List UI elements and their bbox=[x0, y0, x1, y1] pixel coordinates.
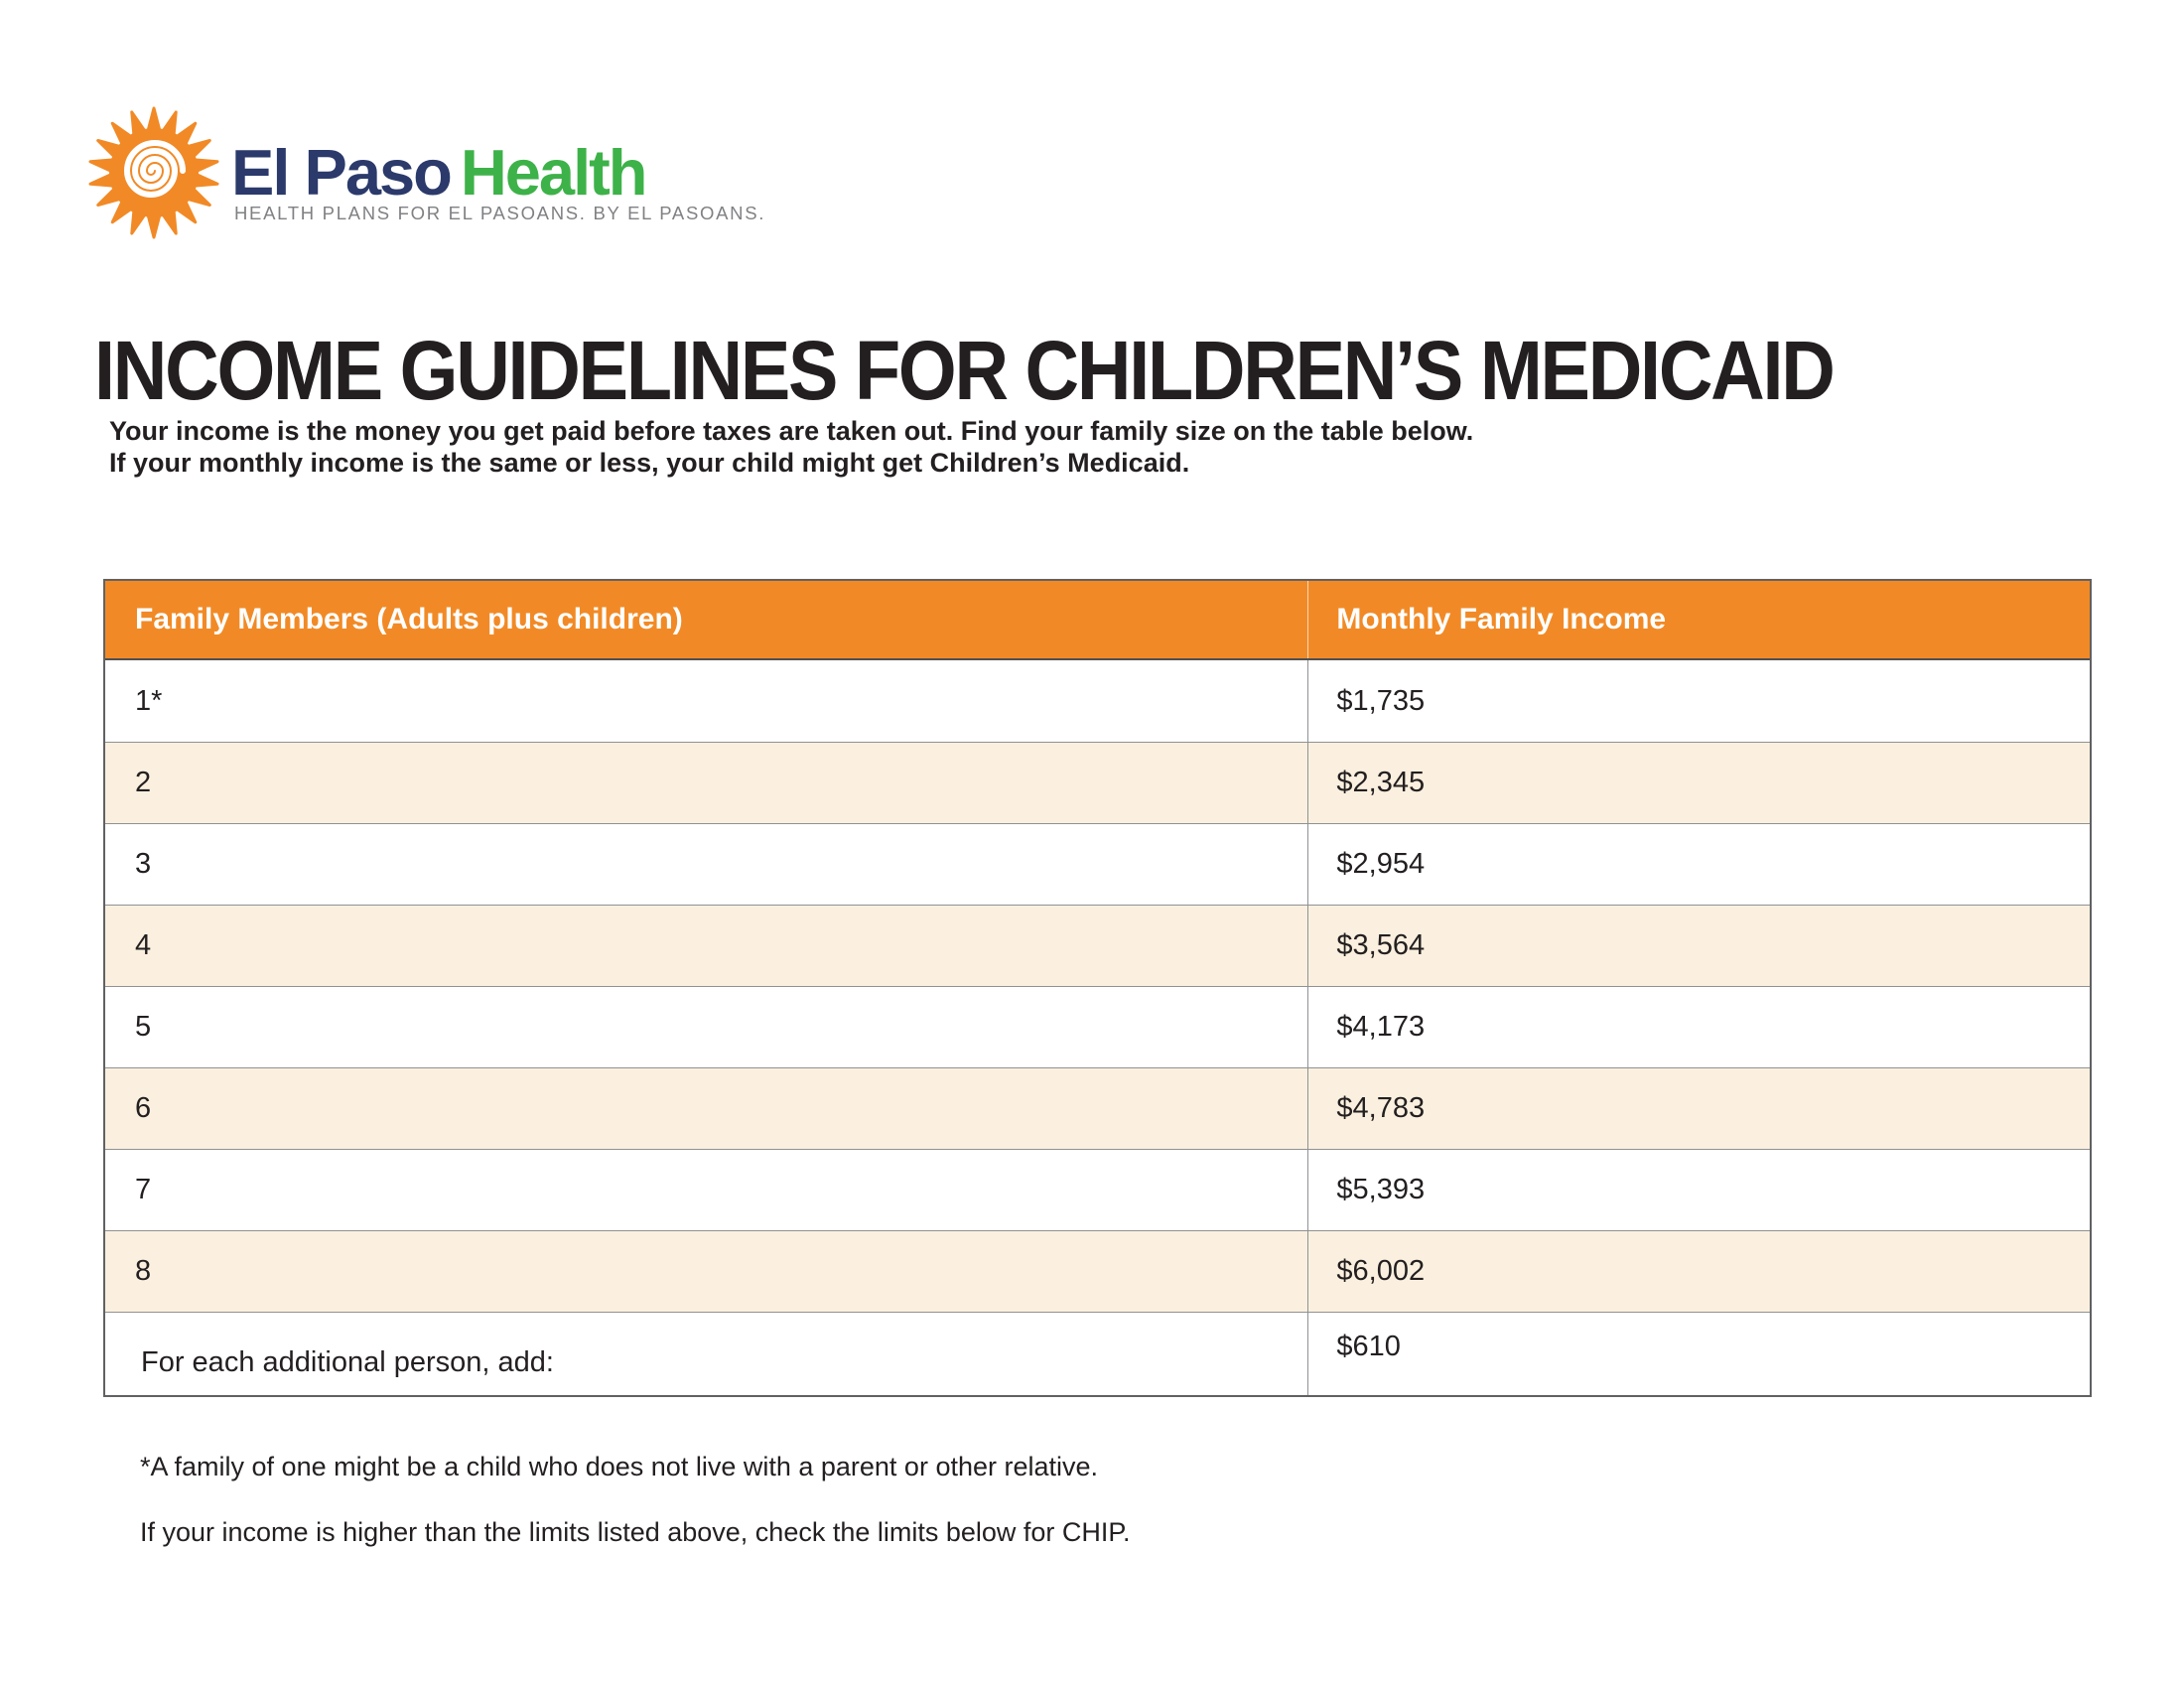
header-monthly-income: Monthly Family Income bbox=[1307, 581, 2090, 658]
logo-text-health: Health bbox=[460, 136, 648, 209]
table-row: 1* $1,735 bbox=[105, 660, 2090, 742]
table-row: 4 $3,564 bbox=[105, 905, 2090, 986]
income-cell: $5,393 bbox=[1307, 1150, 2090, 1230]
family-members-cell: 8 bbox=[135, 1255, 152, 1287]
table-footer-row: For each additional person, add: $610 bbox=[105, 1312, 2090, 1395]
table-row: 6 $4,783 bbox=[105, 1067, 2090, 1149]
income-cell: $4,173 bbox=[1307, 987, 2090, 1067]
income-cell: $6,002 bbox=[1307, 1231, 2090, 1312]
additional-person-income: $610 bbox=[1307, 1313, 2090, 1395]
page-title: INCOME GUIDELINES FOR CHILDREN’S MEDICAI… bbox=[94, 324, 1836, 417]
footnote-chip: If your income is higher than the limits… bbox=[140, 1517, 1131, 1547]
family-members-cell: 1* bbox=[135, 684, 163, 717]
table-body: 1* $1,735 2 $2,345 3 $2,954 4 $3,564 5 $… bbox=[105, 660, 2090, 1312]
family-members-cell: 3 bbox=[135, 848, 152, 880]
table-row: 2 $2,345 bbox=[105, 742, 2090, 823]
logo-tagline: HEALTH PLANS FOR EL PASOANS. BY EL PASOA… bbox=[234, 203, 766, 223]
family-members-cell: 4 bbox=[135, 929, 152, 961]
intro-line-2: If your monthly income is the same or le… bbox=[109, 447, 1190, 478]
family-members-cell: 6 bbox=[135, 1092, 152, 1124]
table-row: 3 $2,954 bbox=[105, 823, 2090, 905]
family-members-cell: 2 bbox=[135, 767, 152, 798]
header-family-members: Family Members (Adults plus children) bbox=[135, 603, 683, 635]
income-cell: $4,783 bbox=[1307, 1068, 2090, 1149]
income-cell: $2,345 bbox=[1307, 743, 2090, 823]
income-guidelines-table: Family Members (Adults plus children) Mo… bbox=[103, 579, 2092, 1397]
income-cell: $2,954 bbox=[1307, 824, 2090, 905]
logo-text-elpaso: El Paso bbox=[231, 136, 453, 209]
income-cell: $1,735 bbox=[1307, 660, 2090, 742]
family-members-cell: 5 bbox=[135, 1011, 152, 1043]
intro-text: Your income is the money you get paid be… bbox=[109, 416, 1473, 479]
intro-line-1: Your income is the money you get paid be… bbox=[109, 416, 1474, 446]
additional-person-label: For each additional person, add: bbox=[141, 1346, 554, 1378]
table-row: 5 $4,173 bbox=[105, 986, 2090, 1067]
logo-wordmark: El Paso Health bbox=[231, 135, 648, 210]
family-members-cell: 7 bbox=[135, 1174, 152, 1205]
table-row: 8 $6,002 bbox=[105, 1230, 2090, 1312]
table-row: 7 $5,393 bbox=[105, 1149, 2090, 1230]
table-header-row: Family Members (Adults plus children) Mo… bbox=[105, 581, 2090, 660]
income-cell: $3,564 bbox=[1307, 906, 2090, 986]
footnote-family-of-one: *A family of one might be a child who do… bbox=[140, 1452, 1099, 1481]
sun-spiral-icon bbox=[87, 106, 220, 239]
